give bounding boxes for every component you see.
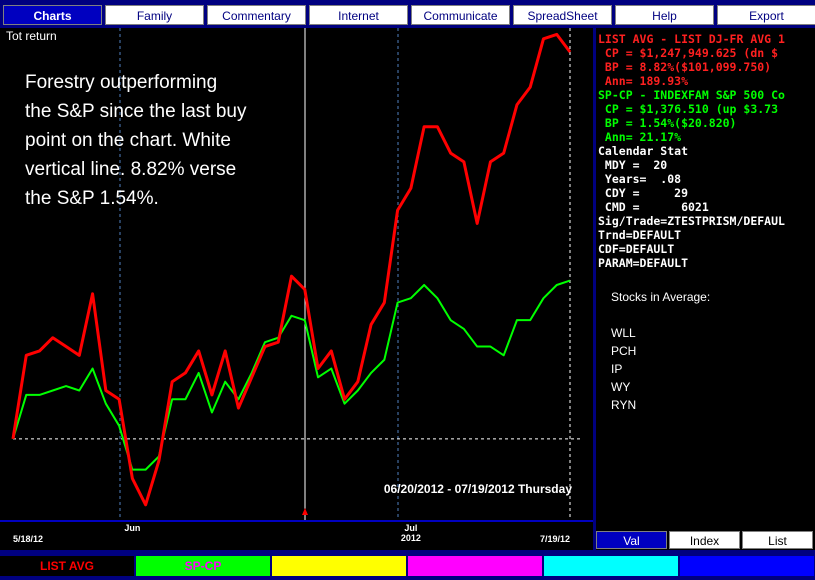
stock: WLL — [611, 326, 636, 340]
y-label: Tot return — [6, 29, 57, 43]
stock: PCH — [611, 344, 637, 358]
buy-marker — [302, 508, 308, 515]
panel-tabs: Val Index List — [596, 531, 815, 549]
stat-line: SP-CP - INDEXFAM S&P 500 Co — [598, 88, 785, 102]
stat-line: CP = $1,376.510 (up $3.73 — [598, 102, 779, 116]
menu-tab[interactable]: Help — [615, 5, 714, 25]
annotation: Forestry outperforming — [25, 72, 217, 93]
series-line — [11, 32, 572, 507]
date-guides — [119, 28, 571, 520]
date-range: 06/20/2012 - 07/19/2012 Thursday — [384, 482, 572, 496]
stat-line: Calendar Stat — [598, 144, 689, 158]
legend-slot — [544, 556, 678, 576]
stat-line: PARAM=DEFAULT — [598, 256, 689, 270]
stat-line: CMD = 6021 — [598, 200, 709, 214]
stock: RYN — [611, 398, 637, 412]
panel-tab[interactable]: Index — [669, 531, 740, 549]
stat-line: Ann= 189.93% — [598, 74, 689, 88]
stat-line: Sig/Trade=ZTESTPRISM/DEFAUL — [598, 214, 785, 228]
stats: LIST AVG - LIST DJ-FR AVG 1 CP = $1,247,… — [598, 32, 785, 270]
stocks-title: Stocks in Average: — [611, 290, 711, 304]
stock: IP — [611, 362, 623, 376]
legend-item[interactable]: LIST AVG — [0, 556, 134, 576]
annotation: point on the chart. White — [25, 130, 231, 151]
x-tick-label: Jul — [404, 523, 417, 533]
stocks: Stocks in Average: WLL PCH IP WY RYN — [611, 290, 710, 416]
menu-tab[interactable]: Family — [105, 5, 204, 25]
annotation: vertical line. 8.82% verse — [25, 159, 236, 180]
menu-tab[interactable]: Charts — [3, 5, 102, 25]
chart-background — [0, 28, 593, 550]
stat-line: BP = 8.82%($101,099.750) — [598, 60, 772, 74]
menu-tab[interactable]: Export — [717, 5, 815, 25]
annotation: the S&P 1.54%. — [25, 188, 159, 209]
legend-item[interactable]: SP-CP — [136, 556, 270, 576]
menu-tab[interactable]: Communicate — [411, 5, 510, 25]
series-line — [12, 279, 571, 471]
legend-slot — [408, 556, 542, 576]
stat-line: CDF=DEFAULT — [598, 242, 675, 256]
menu-tab[interactable]: Internet — [309, 5, 408, 25]
menu-tab[interactable]: SpreadSheet — [513, 5, 612, 25]
x-tick-label: 5/18/12 — [13, 534, 43, 544]
stat-line: CDY = 29 — [598, 186, 689, 200]
stat-line: Ann= 21.17% — [598, 130, 682, 144]
chart: Tot return 06/20/2012 - 07/19/2012 Thurs… — [0, 28, 593, 550]
menu-tab[interactable]: Commentary — [207, 5, 306, 25]
x-tick-label: 7/19/12 — [540, 534, 570, 544]
x-tick-label: Jun — [124, 523, 140, 533]
legend-slot — [680, 556, 814, 576]
panel-tab[interactable]: Val — [596, 531, 667, 549]
stat-line: Years= .08 — [598, 172, 682, 186]
legend-slot — [272, 556, 406, 576]
stat-line: BP = 1.54%($20.820) — [598, 116, 737, 130]
x-year-label: 2012 — [401, 533, 421, 543]
panel-tab[interactable]: List — [742, 531, 813, 549]
stat-line: CP = $1,247,949.625 (dn $ — [598, 46, 779, 60]
stat-line: LIST AVG - LIST DJ-FR AVG 1 — [598, 32, 785, 46]
legend-bar: LIST AVG SP-CP — [0, 556, 815, 576]
info-panel: LIST AVG - LIST DJ-FR AVG 1 CP = $1,247,… — [596, 28, 815, 550]
stat-line: Trnd=DEFAULT — [598, 228, 682, 242]
annotation: the S&P since the last buy — [25, 101, 247, 122]
menu-bar: Charts Family Commentary Internet Communicat… — [0, 0, 815, 28]
stock: WY — [611, 380, 631, 394]
stat-line: MDY = 20 — [598, 158, 668, 172]
